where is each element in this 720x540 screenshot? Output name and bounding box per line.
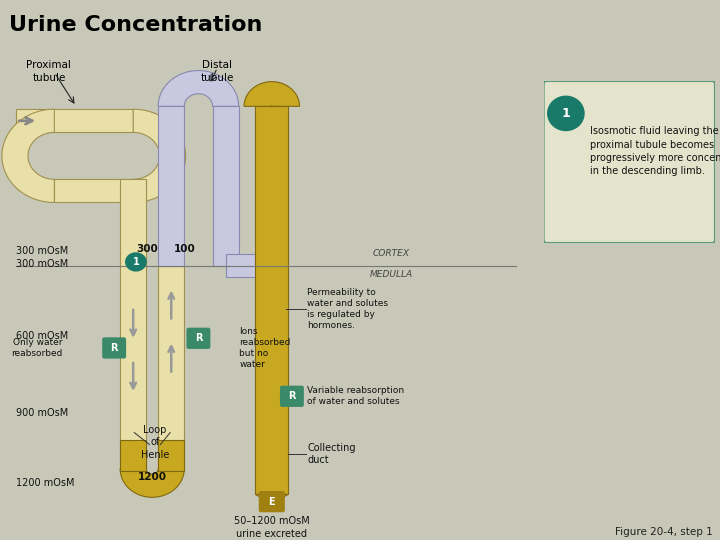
- Text: Urine Concentration: Urine Concentration: [9, 15, 262, 35]
- Text: Variable reabsorption
of water and solutes: Variable reabsorption of water and solut…: [307, 386, 404, 406]
- Text: Figure 20-4, step 1: Figure 20-4, step 1: [615, 527, 713, 537]
- Polygon shape: [256, 495, 288, 504]
- Bar: [158, 440, 184, 471]
- Text: Loop
of
Henle: Loop of Henle: [140, 425, 169, 460]
- Bar: [158, 106, 184, 266]
- Circle shape: [125, 252, 147, 272]
- Polygon shape: [120, 469, 184, 497]
- FancyBboxPatch shape: [102, 338, 126, 359]
- Text: Only water
reabsorbed: Only water reabsorbed: [11, 338, 63, 358]
- Bar: [212, 106, 238, 266]
- Text: 1: 1: [132, 257, 139, 267]
- Text: 300 mOsM: 300 mOsM: [17, 246, 68, 256]
- FancyBboxPatch shape: [186, 328, 210, 349]
- Text: 600 mOsM: 600 mOsM: [17, 331, 68, 341]
- Text: 300: 300: [136, 244, 158, 254]
- Polygon shape: [2, 109, 55, 202]
- Text: 100: 100: [174, 244, 196, 254]
- Text: R: R: [194, 333, 202, 343]
- Text: 300 mOsM: 300 mOsM: [17, 259, 68, 269]
- Bar: [225, 254, 285, 278]
- Bar: [120, 179, 146, 469]
- Text: Proximal
tubule: Proximal tubule: [27, 60, 71, 83]
- Text: 50–1200 mOsM
urine excreted: 50–1200 mOsM urine excreted: [234, 516, 310, 538]
- Text: Isosmotic fluid leaving the
proximal tubule becomes
progressively more concentra: Isosmotic fluid leaving the proximal tub…: [590, 126, 720, 176]
- Bar: [158, 266, 184, 469]
- FancyBboxPatch shape: [544, 81, 715, 243]
- Bar: [120, 440, 146, 471]
- Bar: [17, 109, 133, 132]
- Polygon shape: [244, 82, 300, 106]
- Bar: [55, 179, 133, 202]
- Text: R: R: [110, 343, 118, 353]
- FancyBboxPatch shape: [258, 491, 285, 512]
- Polygon shape: [158, 71, 238, 106]
- FancyBboxPatch shape: [280, 386, 304, 407]
- Text: Distal
tubule: Distal tubule: [201, 60, 234, 83]
- Text: Permeability to
water and solutes
is regulated by
hormones.: Permeability to water and solutes is reg…: [307, 288, 388, 330]
- Text: Collecting
duct: Collecting duct: [307, 443, 356, 465]
- Text: Ions
reabsorbed
but no
water: Ions reabsorbed but no water: [239, 327, 291, 369]
- Circle shape: [547, 96, 585, 131]
- Text: R: R: [288, 392, 296, 401]
- Text: 900 mOsM: 900 mOsM: [17, 408, 68, 418]
- Text: E: E: [269, 497, 275, 507]
- Bar: [256, 106, 288, 495]
- Text: 1200 mOsM: 1200 mOsM: [17, 478, 75, 488]
- Text: 1200: 1200: [138, 472, 167, 482]
- Text: CORTEX: CORTEX: [373, 249, 410, 258]
- Text: MEDULLA: MEDULLA: [370, 270, 413, 279]
- Polygon shape: [133, 109, 186, 202]
- Text: 1: 1: [562, 107, 570, 120]
